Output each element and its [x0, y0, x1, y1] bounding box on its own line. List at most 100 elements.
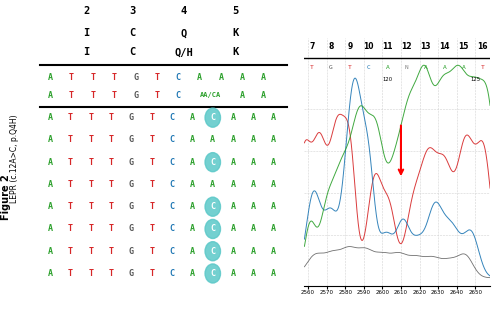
Text: A: A [231, 180, 236, 189]
Text: C: C [170, 158, 175, 167]
Text: A: A [424, 65, 428, 70]
Text: T: T [69, 91, 74, 100]
Circle shape [205, 242, 220, 261]
Text: G: G [133, 73, 138, 82]
Text: A: A [231, 158, 236, 167]
Text: A: A [48, 158, 52, 167]
Text: C: C [176, 91, 181, 100]
Text: C: C [129, 28, 136, 38]
Text: T: T [154, 91, 159, 100]
Text: A: A [231, 225, 236, 233]
Text: 14: 14 [440, 42, 450, 51]
Text: LEPR (c.12A>C, p.Q4H): LEPR (c.12A>C, p.Q4H) [10, 115, 19, 203]
Text: N: N [405, 65, 408, 70]
Text: T: T [68, 202, 73, 211]
Text: Q/H: Q/H [175, 47, 194, 58]
Text: G: G [129, 247, 134, 256]
Text: A: A [271, 202, 276, 211]
Text: A: A [251, 113, 256, 122]
Text: T: T [88, 113, 93, 122]
Text: T: T [68, 158, 73, 167]
Text: T: T [108, 158, 113, 167]
Text: A: A [271, 135, 276, 144]
Text: T: T [108, 180, 113, 189]
Text: A: A [48, 113, 52, 122]
Text: A: A [251, 135, 256, 144]
Text: C: C [170, 180, 175, 189]
Text: T: T [90, 73, 96, 82]
Text: T: T [68, 247, 73, 256]
Text: C: C [170, 247, 175, 256]
Text: Figure 2: Figure 2 [1, 174, 11, 220]
Circle shape [205, 153, 220, 172]
Text: A: A [190, 247, 195, 256]
Text: G: G [129, 269, 134, 278]
Text: A: A [231, 113, 236, 122]
Text: I: I [83, 28, 89, 38]
Text: 7: 7 [309, 42, 314, 51]
Text: A: A [261, 73, 266, 82]
Text: T: T [149, 247, 154, 256]
Circle shape [205, 197, 220, 216]
Text: T: T [108, 247, 113, 256]
Text: A: A [271, 247, 276, 256]
Text: 3: 3 [129, 6, 136, 16]
Text: A: A [251, 247, 256, 256]
Text: C: C [210, 269, 215, 278]
Text: C: C [210, 225, 215, 233]
Text: A: A [271, 180, 276, 189]
Text: A: A [190, 225, 195, 233]
Text: A: A [218, 73, 224, 82]
Text: 8: 8 [328, 42, 334, 51]
Text: C: C [170, 202, 175, 211]
Text: 10: 10 [363, 42, 374, 51]
Text: T: T [149, 225, 154, 233]
Text: T: T [149, 269, 154, 278]
Text: G: G [133, 91, 138, 100]
Text: C: C [170, 269, 175, 278]
Text: G: G [129, 225, 134, 233]
Text: T: T [108, 225, 113, 233]
Text: A: A [48, 225, 52, 233]
Text: C: C [367, 65, 371, 70]
Text: T: T [69, 73, 74, 82]
Text: G: G [329, 65, 333, 70]
Text: T: T [108, 113, 113, 122]
Text: T: T [108, 269, 113, 278]
Text: 11: 11 [383, 42, 393, 51]
Text: A: A [48, 73, 52, 82]
Text: 9: 9 [347, 42, 352, 51]
Text: G: G [129, 180, 134, 189]
Text: T: T [149, 135, 154, 144]
Text: T: T [90, 91, 96, 100]
Text: 5: 5 [232, 6, 239, 16]
Text: 125: 125 [470, 77, 480, 81]
Text: C: C [170, 225, 175, 233]
Text: AA/CA: AA/CA [199, 93, 221, 98]
Text: G: G [129, 202, 134, 211]
Text: I: I [83, 47, 89, 58]
Text: T: T [149, 113, 154, 122]
Text: K: K [232, 28, 239, 38]
Text: A: A [197, 73, 202, 82]
Text: 16: 16 [477, 42, 488, 51]
Text: T: T [88, 135, 93, 144]
Text: T: T [88, 158, 93, 167]
Text: A: A [240, 91, 245, 100]
Text: A: A [271, 158, 276, 167]
Text: A: A [261, 91, 266, 100]
Text: T: T [149, 158, 154, 167]
Text: A: A [386, 65, 390, 70]
Text: G: G [129, 113, 134, 122]
Text: T: T [481, 65, 485, 70]
Text: A: A [251, 202, 256, 211]
Text: C: C [176, 73, 181, 82]
Text: A: A [271, 225, 276, 233]
Text: A: A [271, 269, 276, 278]
Text: 12: 12 [401, 42, 412, 51]
Text: A: A [251, 269, 256, 278]
Text: T: T [149, 180, 154, 189]
Text: T: T [88, 202, 93, 211]
Text: C: C [210, 247, 215, 256]
Text: 15: 15 [458, 42, 469, 51]
